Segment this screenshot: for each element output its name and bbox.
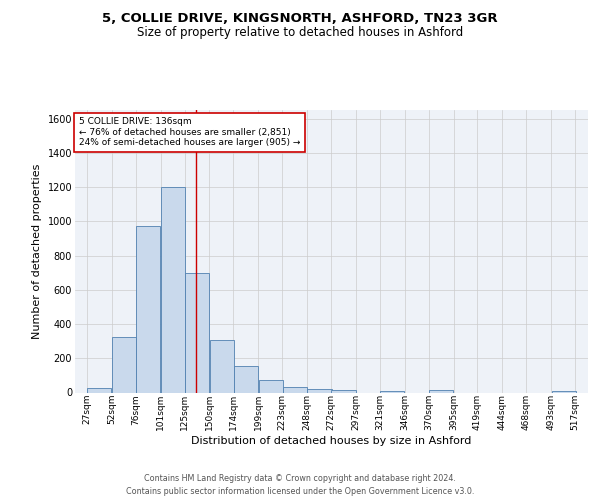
Text: 5, COLLIE DRIVE, KINGSNORTH, ASHFORD, TN23 3GR: 5, COLLIE DRIVE, KINGSNORTH, ASHFORD, TN… xyxy=(102,12,498,26)
Text: Size of property relative to detached houses in Ashford: Size of property relative to detached ho… xyxy=(137,26,463,39)
Bar xyxy=(210,340,234,392)
Text: 5 COLLIE DRIVE: 136sqm
← 76% of detached houses are smaller (2,851)
24% of semi-: 5 COLLIE DRIVE: 136sqm ← 76% of detached… xyxy=(79,118,301,147)
Bar xyxy=(380,391,404,392)
Bar xyxy=(112,337,136,392)
Bar xyxy=(429,390,453,392)
Bar xyxy=(185,272,209,392)
Bar xyxy=(234,366,258,392)
Bar xyxy=(136,226,160,392)
Bar xyxy=(283,388,307,392)
X-axis label: Distribution of detached houses by size in Ashford: Distribution of detached houses by size … xyxy=(191,436,472,446)
Y-axis label: Number of detached properties: Number of detached properties xyxy=(32,164,42,339)
Text: Contains HM Land Registry data © Crown copyright and database right 2024.: Contains HM Land Registry data © Crown c… xyxy=(144,474,456,483)
Bar xyxy=(259,380,283,392)
Bar xyxy=(551,391,575,392)
Bar xyxy=(161,187,185,392)
Text: Contains public sector information licensed under the Open Government Licence v3: Contains public sector information licen… xyxy=(126,487,474,496)
Bar xyxy=(88,388,112,392)
Bar xyxy=(331,390,356,392)
Bar xyxy=(307,389,332,392)
